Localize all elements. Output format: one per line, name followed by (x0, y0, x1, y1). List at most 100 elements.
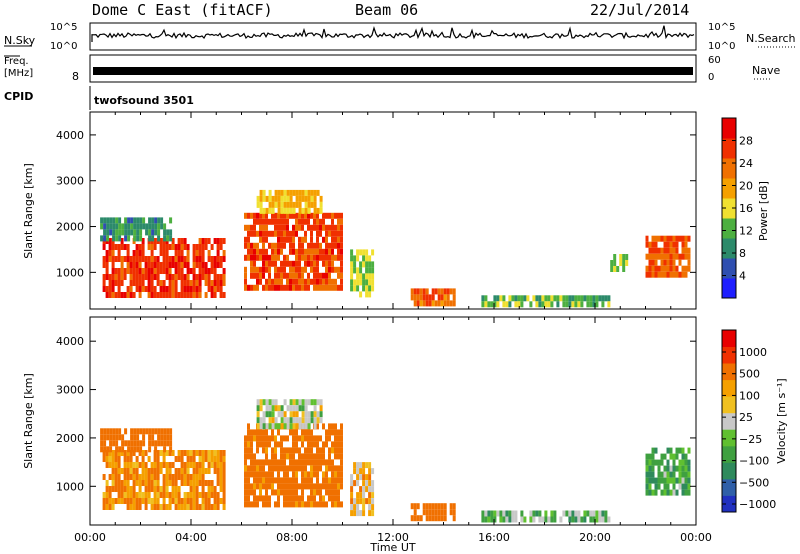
data-cell (322, 272, 325, 279)
data-cell (340, 483, 343, 490)
data-cell (169, 235, 173, 242)
data-cell (286, 489, 289, 496)
data-cell (259, 435, 262, 442)
data-cell (334, 495, 337, 502)
data-cell (195, 486, 199, 492)
data-cell (201, 250, 205, 256)
data-cell (337, 224, 340, 231)
data-cell (452, 503, 456, 510)
data-cell (262, 483, 265, 490)
data-cell (180, 456, 184, 462)
data-cell (114, 256, 118, 262)
data-cell (183, 286, 187, 292)
data-cell (265, 236, 268, 243)
data-cell (250, 465, 253, 472)
data-cell (271, 489, 274, 496)
data-cell (103, 229, 107, 236)
data-cell (162, 498, 166, 504)
data-cell (247, 495, 250, 502)
data-cell (163, 235, 167, 242)
data-cell (268, 189, 272, 196)
data-cell (340, 501, 343, 508)
data-cell (292, 501, 295, 508)
y-tick-label: 4000 (56, 335, 84, 348)
data-cell (114, 474, 118, 480)
data-cell (262, 272, 265, 279)
data-cell (189, 480, 193, 486)
data-cell (198, 280, 202, 286)
data-cell (511, 295, 515, 302)
data-cell (298, 272, 301, 279)
data-cell (295, 447, 298, 454)
data-cell (111, 480, 115, 486)
data-cell (132, 250, 136, 256)
data-cell (150, 262, 154, 268)
data-cell (356, 492, 360, 499)
data-cell (111, 468, 115, 474)
data-cell (213, 498, 217, 504)
data-cell (105, 498, 109, 504)
data-cell (304, 254, 307, 261)
data-cell (493, 510, 497, 517)
data-cell (262, 399, 266, 406)
data-cell (356, 474, 360, 481)
data-cell (443, 509, 447, 516)
data-cell (154, 440, 158, 447)
data-cell (337, 254, 340, 261)
data-cell (328, 272, 331, 279)
data-cell (410, 288, 414, 295)
data-cell (325, 465, 328, 472)
data-cell (310, 230, 313, 237)
data-cell (505, 301, 509, 308)
data-cell (159, 244, 163, 250)
data-cell (520, 295, 524, 302)
data-cell (265, 207, 269, 214)
data-cell (256, 230, 259, 237)
data-cell (163, 434, 167, 441)
data-cell (319, 483, 322, 490)
data-cell (147, 498, 151, 504)
data-cell (274, 266, 277, 273)
data-cell (681, 483, 685, 490)
data-cell (681, 253, 685, 260)
data-cell (331, 260, 334, 267)
data-cell (532, 295, 536, 302)
data-cell (195, 286, 199, 292)
data-cell (337, 248, 340, 255)
data-cell (250, 212, 253, 219)
data-cell (331, 230, 334, 237)
data-cell (544, 510, 548, 517)
data-cell (425, 288, 429, 295)
data-cell (283, 399, 287, 406)
data-cell (144, 504, 148, 510)
data-cell (319, 284, 322, 291)
data-cell (157, 434, 161, 441)
data-cell (105, 274, 109, 280)
data-cell (126, 450, 130, 456)
data-cell (222, 456, 226, 462)
data-cell (151, 235, 155, 242)
data-cell (431, 515, 435, 522)
data-cell (259, 189, 263, 196)
data-cell (256, 242, 259, 249)
data-cell (681, 459, 685, 466)
data-cell (166, 440, 170, 447)
data-cell (129, 268, 133, 274)
data-cell (106, 217, 110, 224)
data-cell (580, 301, 584, 308)
data-cell (145, 428, 149, 435)
data-cell (153, 262, 157, 268)
data-cell (675, 477, 679, 484)
data-cell (310, 399, 314, 406)
data-cell (416, 294, 420, 301)
data-cell (301, 441, 304, 448)
data-cell (268, 411, 272, 418)
data-cell (672, 247, 676, 254)
data-cell (298, 501, 301, 508)
data-cell (114, 244, 118, 250)
data-cell (359, 498, 363, 505)
data-cell (210, 486, 214, 492)
data-cell (153, 462, 157, 468)
data-cell (151, 440, 155, 447)
